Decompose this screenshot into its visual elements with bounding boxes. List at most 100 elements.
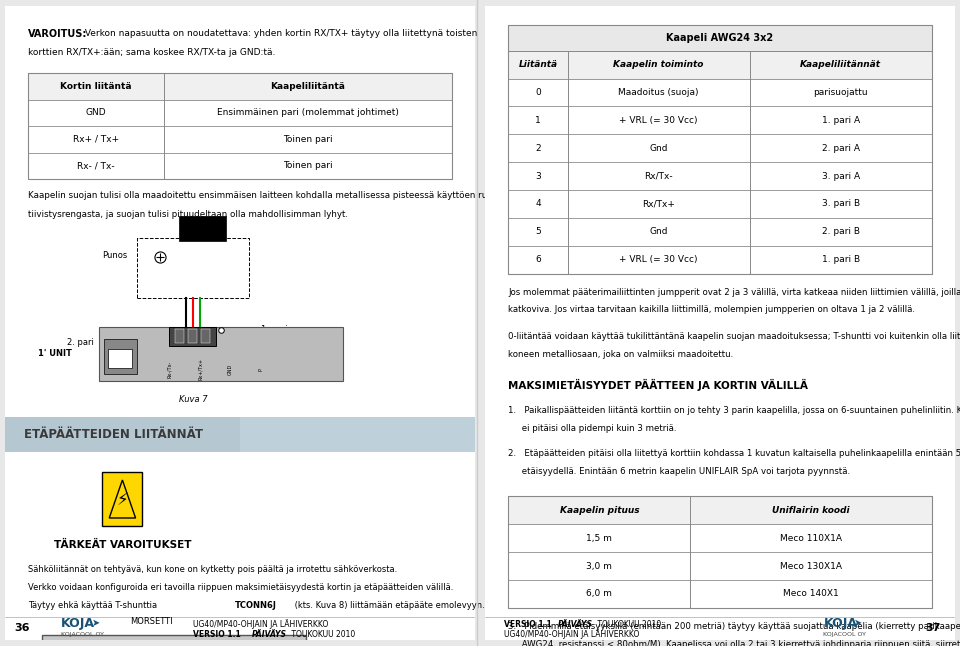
Text: 0-liitäntää voidaan käyttää tukilittäntänä kaapelin suojan maadoituksessa; T-shu: 0-liitäntää voidaan käyttää tukilittäntä… (509, 332, 960, 341)
Bar (509, 497, 931, 608)
Text: ⚡: ⚡ (116, 491, 129, 509)
Text: ➤: ➤ (92, 618, 100, 629)
Text: + VRL (= 30 Vcc): + VRL (= 30 Vcc) (619, 255, 698, 264)
Bar (509, 218, 931, 245)
Text: 36: 36 (14, 623, 30, 634)
Text: 6,0 m: 6,0 m (587, 589, 612, 598)
Text: ei pitäisi olla pidempi kuin 3 metriä.: ei pitäisi olla pidempi kuin 3 metriä. (509, 424, 677, 433)
Text: Jos molemmat pääterimailiittinten jumpperit ovat 2 ja 3 välillä, virta katkeaa n: Jos molemmat pääterimailiittinten jumppe… (509, 287, 960, 297)
Text: Kaapeli AWG24 3x2: Kaapeli AWG24 3x2 (666, 33, 774, 43)
Text: Verkko voidaan konfiguroida eri tavoilla riippuen maksimietäisyydestä kortin ja : Verkko voidaan konfiguroida eri tavoilla… (29, 583, 454, 592)
Text: Ensimmäinen pari (molemmat johtimet): Ensimmäinen pari (molemmat johtimet) (217, 109, 398, 118)
Bar (29, 126, 451, 152)
Text: 1. pari B: 1. pari B (822, 255, 860, 264)
Text: Uniflairin koodi: Uniflairin koodi (772, 506, 850, 515)
Text: korttien RX/TX+:ään; sama koskee RX/TX-ta ja GND:tä.: korttien RX/TX+:ään; sama koskee RX/TX-t… (29, 48, 276, 57)
Text: 5: 5 (535, 227, 540, 236)
Bar (509, 51, 931, 79)
Bar (29, 152, 451, 180)
Text: GND: GND (85, 109, 107, 118)
Text: KOJA: KOJA (61, 617, 95, 630)
Text: Gnd: Gnd (649, 227, 668, 236)
Text: VERSIO 1.1: VERSIO 1.1 (193, 630, 246, 639)
Bar (29, 73, 451, 99)
Text: ETÄPÄÄTTEIDEN LIITÄNNÄT: ETÄPÄÄTTEIDEN LIITÄNNÄT (24, 428, 203, 441)
Text: 1. pari A: 1. pari A (822, 116, 860, 125)
Bar (169, 327, 216, 346)
Text: PÄIVÄYS: PÄIVÄYS (558, 620, 592, 629)
Text: 2. pari: 2. pari (67, 338, 94, 347)
Bar (103, 472, 142, 526)
Bar (509, 162, 931, 190)
Text: 3,0 m: 3,0 m (587, 561, 612, 570)
Text: Rx- / Tx-: Rx- / Tx- (77, 162, 115, 171)
Bar (509, 107, 931, 134)
Text: UG40/MP40-OHJAIN JA LÄHIVERKKO: UG40/MP40-OHJAIN JA LÄHIVERKKO (193, 619, 328, 629)
Polygon shape (109, 480, 135, 518)
Bar (5, 417, 475, 452)
Text: Verkon napasuutta on noudatettava: yhden kortin RX/TX+ täytyy olla liitettynä to: Verkon napasuutta on noudatettava: yhden… (83, 28, 478, 37)
Text: Rx/Tx+: Rx/Tx+ (642, 200, 675, 209)
Text: + VRL (= 30 Vcc): + VRL (= 30 Vcc) (619, 116, 698, 125)
Text: PÄIVÄYS: PÄIVÄYS (252, 630, 287, 639)
Bar (509, 497, 931, 525)
Text: VERSIO 1.1: VERSIO 1.1 (504, 620, 557, 629)
Text: katkoviva. Jos virtaa tarvitaan kaikilla liittimillä, molempien jumpperien on ol: katkoviva. Jos virtaa tarvitaan kaikilla… (509, 306, 915, 314)
Text: 0: 0 (535, 88, 540, 97)
Text: Rx/Tx-: Rx/Tx- (644, 172, 673, 181)
Text: Kaapelin pituus: Kaapelin pituus (560, 506, 639, 515)
Bar (202, 329, 210, 343)
Text: parisuojattu: parisuojattu (813, 88, 868, 97)
Text: 3. pari B: 3. pari B (822, 200, 860, 209)
Text: 1.   Paikallispäätteiden liitäntä korttiin on jo tehty 3 parin kaapelilla, jossa: 1. Paikallispäätteiden liitäntä korttiin… (509, 406, 960, 415)
Bar (99, 645, 250, 646)
Text: Meco 130X1A: Meco 130X1A (780, 561, 842, 570)
Text: koneen metalliosaan, joka on valmiiksi maadoitettu.: koneen metalliosaan, joka on valmiiksi m… (509, 349, 733, 359)
Bar (509, 134, 931, 162)
Text: tiivistysrengasta, ja suojan tulisi pituudeltaan olla mahdollisimman lyhyt.: tiivistysrengasta, ja suojan tulisi pitu… (29, 210, 348, 219)
Text: P: P (258, 368, 264, 371)
Bar (108, 349, 132, 368)
Text: TOUKOKUU 2010: TOUKOKUU 2010 (289, 630, 355, 639)
Text: 1: 1 (535, 116, 540, 125)
Text: Sähköliitännät on tehtyävä, kun kone on kytketty pois päältä ja irrotettu sähköv: Sähköliitännät on tehtyävä, kun kone on … (29, 565, 397, 574)
Text: Gnd: Gnd (649, 144, 668, 152)
Text: MORSETTI: MORSETTI (131, 617, 173, 625)
Text: 3.   Pidemmillä etäisyyksillä (enintään 200 metriä) täytyy käyttää suojattua kaa: 3. Pidemmillä etäisyyksillä (enintään 20… (509, 622, 960, 630)
Text: Toinen pari: Toinen pari (283, 135, 332, 144)
Text: 2.   Etäpäätteiden pitäisi olla liitettyä korttiin kohdassa 1 kuvatun kaltaisell: 2. Etäpäätteiden pitäisi olla liitettyä … (509, 449, 960, 458)
Bar (509, 79, 931, 107)
Text: 6: 6 (535, 255, 540, 264)
Text: Kaapeliliitäntä: Kaapeliliitäntä (271, 82, 346, 90)
Text: Kuva 7: Kuva 7 (179, 395, 207, 404)
Text: Maadoitus (suoja): Maadoitus (suoja) (618, 88, 699, 97)
Text: 1' UNIT: 1' UNIT (37, 349, 72, 358)
Text: 3: 3 (535, 172, 540, 181)
Text: Kaapelin suojan tulisi olla maadoitettu ensimmäisen laitteen kohdalla metallises: Kaapelin suojan tulisi olla maadoitettu … (29, 191, 516, 200)
Bar (175, 329, 183, 343)
Text: TÄRKEÄT VAROITUKSET: TÄRKEÄT VAROITUKSET (54, 540, 191, 550)
Text: 2. pari B: 2. pari B (822, 227, 859, 236)
Text: AWG24, resistanssi < 80ohm/M). Kaapelissa voi olla 2 tai 3 kierrettyä johdinpari: AWG24, resistanssi < 80ohm/M). Kaapeliss… (509, 640, 960, 646)
Bar (136, 238, 250, 298)
Text: Liitäntä: Liitäntä (518, 60, 558, 69)
Text: Täytyy ehkä käyttää T-shunttia: Täytyy ehkä käyttää T-shunttia (29, 601, 160, 610)
Text: Rx+/Tx+: Rx+/Tx+ (198, 359, 203, 380)
Bar (104, 339, 136, 374)
Text: 2. pari A: 2. pari A (822, 144, 859, 152)
Text: Toinen pari: Toinen pari (283, 162, 332, 171)
Bar (509, 245, 931, 274)
Bar (42, 635, 306, 646)
Text: Kaapeliliitännät: Kaapeliliitännät (800, 60, 881, 69)
Text: KOJACOOL OY: KOJACOOL OY (61, 632, 105, 638)
Text: ➤: ➤ (854, 618, 862, 629)
Text: KOJACOOL OY: KOJACOOL OY (824, 632, 867, 638)
Text: 37: 37 (925, 623, 941, 634)
Text: 1. pari: 1. pari (261, 326, 288, 335)
Text: 1,5 m: 1,5 m (587, 534, 612, 543)
Bar (29, 99, 451, 126)
Bar (509, 190, 931, 218)
Text: GND: GND (228, 364, 233, 375)
Text: KOJA: KOJA (824, 617, 857, 630)
Text: Punos: Punos (102, 251, 127, 260)
